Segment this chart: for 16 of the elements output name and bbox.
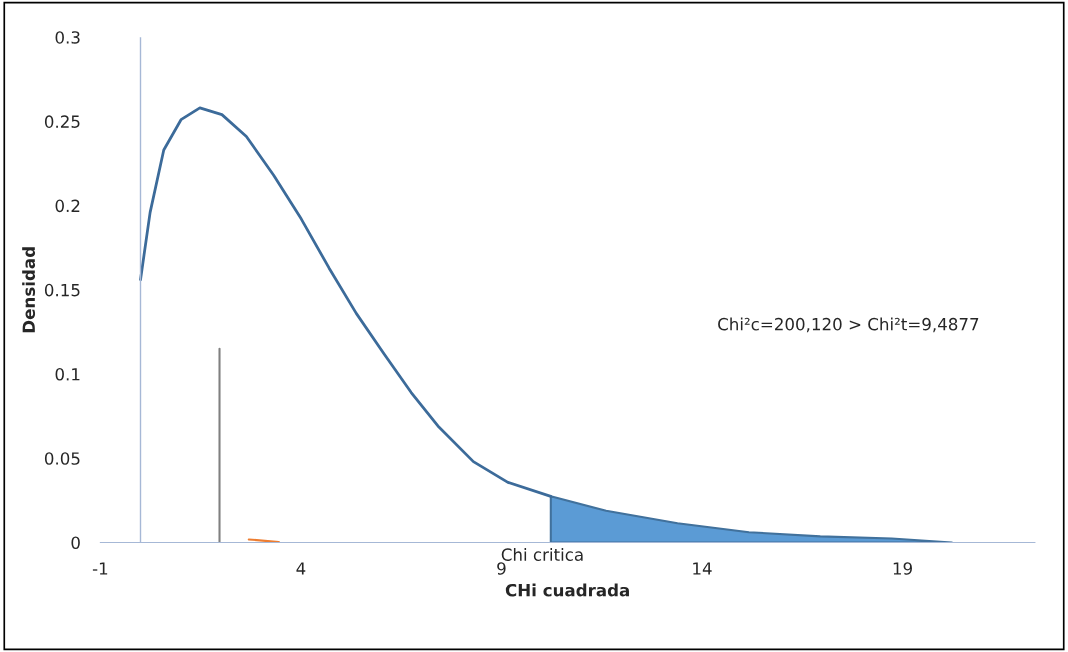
x-tick-label: 4 <box>296 562 306 575</box>
y-tick-label: 0.2 <box>55 199 80 213</box>
y-tick-label: 0.15 <box>44 283 80 297</box>
y-tick-label: 0.3 <box>55 31 80 44</box>
y-tick-label: 0.05 <box>44 452 80 465</box>
y-tick-label: 0.25 <box>44 115 80 128</box>
annotation: Chi critica <box>501 548 583 561</box>
x-axis-title: CHi cuadrada <box>505 583 629 597</box>
x-tick-label: 9 <box>497 562 506 575</box>
y-tick-label: 0 <box>71 536 80 550</box>
x-tick-label: 19 <box>893 562 912 575</box>
annotation: Chi²c=200,120 > Chi²t=9,4877 <box>718 317 979 333</box>
y-axis-title: Densidad <box>22 247 36 333</box>
y-tick-label: 0.1 <box>55 367 80 381</box>
x-tick-label: 14 <box>693 562 712 575</box>
x-tick-label: -1 <box>92 562 108 575</box>
